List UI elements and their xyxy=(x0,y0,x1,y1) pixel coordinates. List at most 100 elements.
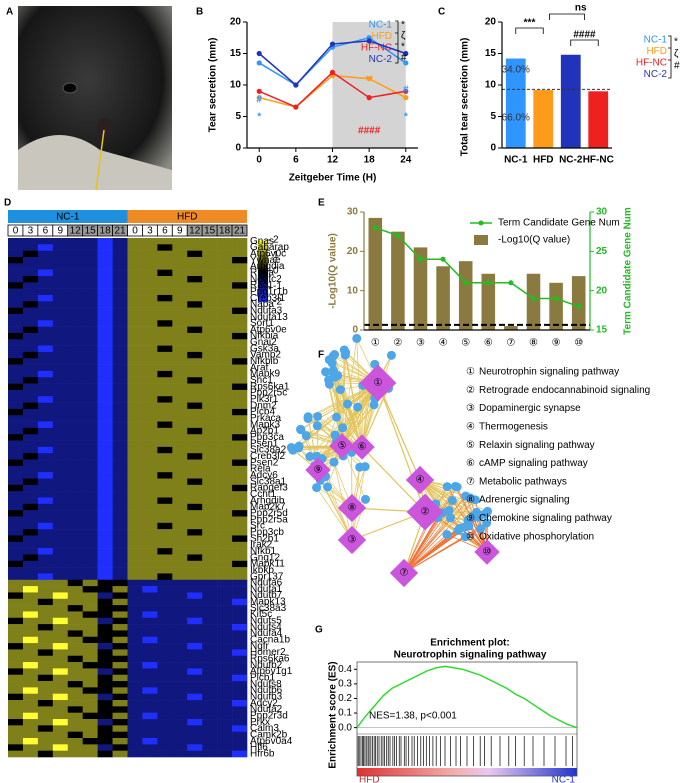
heat-cell xyxy=(232,358,248,365)
heat-cell xyxy=(232,263,248,270)
heat-cell xyxy=(37,478,54,486)
heat-cell xyxy=(157,510,173,517)
pathway-node-label: ⑥ xyxy=(358,442,367,453)
heat-cell xyxy=(82,282,98,289)
heat-cell xyxy=(217,510,233,517)
heat-cell xyxy=(127,408,143,416)
y-tick-label: 10 xyxy=(230,80,242,91)
heat-cell xyxy=(202,630,218,638)
point xyxy=(329,69,336,75)
heat-cell xyxy=(67,408,83,416)
heat-cell xyxy=(97,750,113,758)
heat-cell xyxy=(217,503,233,511)
legend-mark: # xyxy=(674,61,680,72)
heat-cell xyxy=(202,643,218,650)
heat-cell xyxy=(8,250,24,258)
heat-cell xyxy=(67,288,83,296)
heat-cell xyxy=(127,719,143,726)
heat-cell xyxy=(187,244,203,251)
heat-cell xyxy=(142,275,158,283)
gene-node xyxy=(353,402,363,412)
heat-cell xyxy=(217,655,233,663)
edge xyxy=(341,398,375,447)
heat-cell xyxy=(82,326,98,334)
heat-cell xyxy=(187,269,203,277)
heat-cell xyxy=(67,624,83,631)
heat-cell xyxy=(82,567,98,574)
heat-cell xyxy=(232,250,248,258)
heat-cell xyxy=(232,617,248,625)
heat-cell xyxy=(52,320,69,327)
heat-cell xyxy=(202,655,218,663)
heat-cell xyxy=(112,459,128,467)
pathway-node-label: ⑨ xyxy=(314,465,323,476)
heat-cell xyxy=(142,548,158,555)
heat-cell xyxy=(157,674,173,682)
heat-cell xyxy=(202,522,218,530)
heat-cell xyxy=(37,605,54,612)
heat-cell xyxy=(82,586,98,593)
gene-label: Calm3 xyxy=(250,723,279,734)
heat-cell xyxy=(52,370,69,378)
point xyxy=(531,296,536,302)
heat-cell xyxy=(82,320,98,327)
heat-cell xyxy=(67,586,83,593)
edge xyxy=(309,382,379,457)
heat-cell xyxy=(112,630,128,638)
heat-cell xyxy=(67,750,83,758)
heat-cell xyxy=(82,706,98,713)
heat-cell xyxy=(37,636,54,644)
heat-cell xyxy=(37,579,54,587)
heat-cell xyxy=(8,282,24,289)
heat-cell xyxy=(67,396,83,403)
heat-cell xyxy=(127,250,143,258)
heat-cell xyxy=(52,592,69,600)
heat-cell xyxy=(217,320,233,327)
heat-cell xyxy=(82,516,98,524)
heat-cell xyxy=(52,434,69,441)
heat-cell xyxy=(142,719,158,726)
heat-cell xyxy=(202,693,218,701)
bar xyxy=(481,273,496,330)
gene-label: Rps6ka1 xyxy=(250,381,290,392)
heat-cell xyxy=(202,446,218,454)
heat-cell xyxy=(37,345,54,353)
heat-cell xyxy=(52,383,69,391)
heat-cell xyxy=(52,548,69,555)
heat-cell xyxy=(22,655,39,663)
heat-cell xyxy=(112,269,128,277)
time-label: 0 xyxy=(13,226,19,237)
heat-cell xyxy=(142,649,158,657)
heat-cell xyxy=(202,548,218,555)
x-end-label: NC-1 xyxy=(552,775,576,783)
heat-cell xyxy=(202,440,218,448)
gene-label: Ppp1r1b xyxy=(250,286,288,297)
heat-cell xyxy=(232,427,248,435)
heat-cell xyxy=(172,275,188,283)
bar xyxy=(560,54,581,149)
heat-cell xyxy=(157,408,173,416)
heat-cell xyxy=(22,560,39,568)
gene-label: Rela xyxy=(250,464,271,475)
heat-cell xyxy=(67,307,83,315)
heat-cell xyxy=(97,465,113,473)
heat-cell xyxy=(22,567,39,574)
heat-cell xyxy=(232,725,248,732)
heat-cell xyxy=(37,592,54,600)
heat-cell xyxy=(67,731,83,739)
pathway-name: Metabolic pathways xyxy=(479,476,567,487)
heat-cell xyxy=(157,402,173,410)
x-tick-label: ⑤ xyxy=(461,338,470,349)
heat-cell xyxy=(157,706,173,713)
heat-cell xyxy=(142,503,158,511)
heat-cell xyxy=(232,313,248,321)
bar xyxy=(588,91,609,148)
heat-cell xyxy=(8,459,24,467)
heat-cell xyxy=(142,750,158,758)
heat-cell xyxy=(82,339,98,346)
gene-label: Atp6v0e xyxy=(250,324,287,335)
heat-cell xyxy=(67,263,83,270)
heat-cell xyxy=(142,421,158,429)
heat-cell xyxy=(37,712,54,720)
heat-cell xyxy=(217,662,233,669)
